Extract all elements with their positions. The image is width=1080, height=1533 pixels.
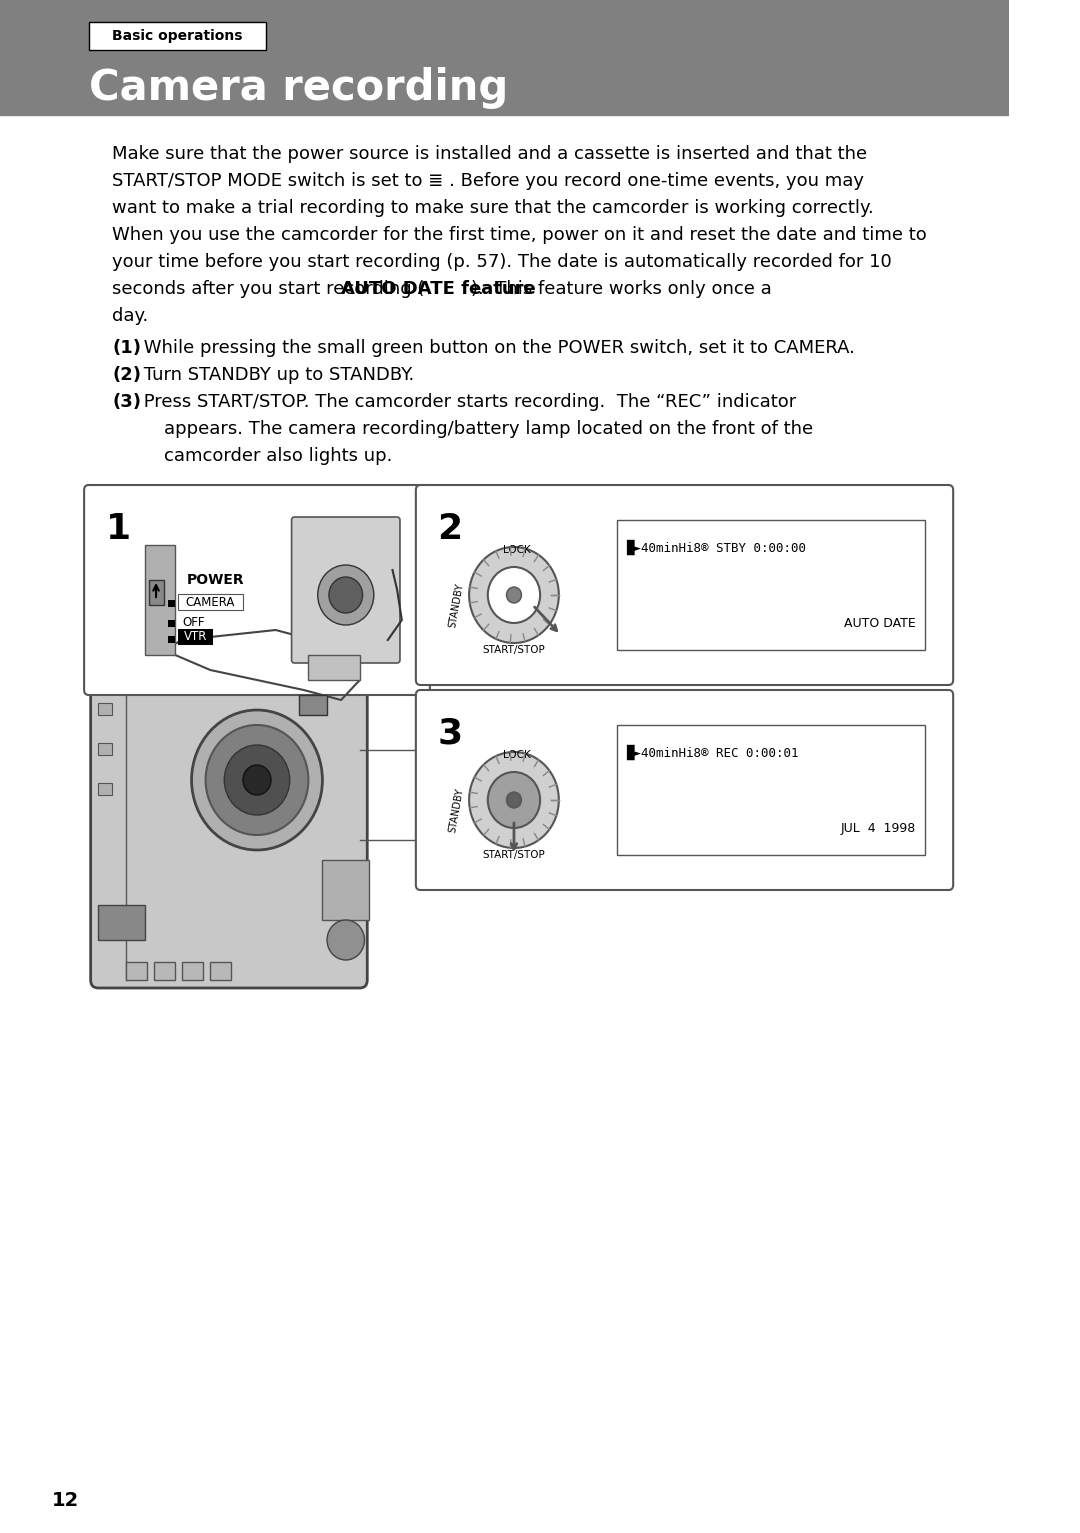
Text: START/STOP MODE switch is set to ≣ . Before you record one-time events, you may: START/STOP MODE switch is set to ≣ . Bef… bbox=[112, 172, 864, 190]
Text: seconds after you start recording (: seconds after you start recording ( bbox=[112, 281, 424, 297]
Bar bbox=[168, 619, 175, 627]
Bar bbox=[168, 636, 175, 642]
Text: START/STOP: START/STOP bbox=[483, 849, 545, 860]
FancyBboxPatch shape bbox=[416, 484, 954, 685]
Text: STANDBY: STANDBY bbox=[448, 583, 465, 629]
Circle shape bbox=[318, 566, 374, 625]
Bar bbox=[89, 21, 267, 51]
Bar bbox=[98, 904, 145, 940]
Circle shape bbox=[507, 587, 522, 602]
Text: When you use the camcorder for the first time, power on it and reset the date an: When you use the camcorder for the first… bbox=[112, 225, 927, 244]
Circle shape bbox=[469, 753, 558, 848]
Text: want to make a trial recording to make sure that the camcorder is working correc: want to make a trial recording to make s… bbox=[112, 199, 874, 218]
Bar bbox=[309, 655, 360, 681]
Bar bbox=[98, 744, 112, 754]
Text: VTR: VTR bbox=[184, 630, 207, 644]
Text: LOCK: LOCK bbox=[503, 750, 530, 760]
Text: Basic operations: Basic operations bbox=[112, 29, 243, 43]
Circle shape bbox=[488, 773, 540, 828]
Text: day.: day. bbox=[112, 307, 148, 325]
Text: Turn STANDBY up to STANDBY.: Turn STANDBY up to STANDBY. bbox=[138, 366, 415, 383]
Bar bbox=[617, 725, 926, 855]
Bar bbox=[154, 963, 175, 980]
Polygon shape bbox=[163, 630, 360, 701]
Bar bbox=[0, 0, 1009, 115]
Text: AUTO DATE feature: AUTO DATE feature bbox=[341, 281, 536, 297]
Text: Press START/STOP. The camcorder starts recording.  The “REC” indicator: Press START/STOP. The camcorder starts r… bbox=[138, 392, 797, 411]
Text: LOCK: LOCK bbox=[503, 546, 530, 555]
Bar bbox=[299, 694, 327, 714]
Text: █►40minHi8® STBY 0:00:00: █►40minHi8® STBY 0:00:00 bbox=[626, 540, 806, 555]
FancyBboxPatch shape bbox=[292, 517, 400, 662]
Bar bbox=[177, 593, 243, 610]
Circle shape bbox=[225, 745, 289, 816]
Text: ).  This feature works only once a: ). This feature works only once a bbox=[471, 281, 772, 297]
Text: (3): (3) bbox=[112, 392, 141, 411]
Text: your time before you start recording (p. 57). The date is automatically recorded: your time before you start recording (p.… bbox=[112, 253, 892, 271]
Text: (1): (1) bbox=[112, 339, 141, 357]
Text: JUL  4  1998: JUL 4 1998 bbox=[840, 822, 916, 835]
Bar bbox=[98, 704, 112, 714]
Circle shape bbox=[243, 765, 271, 796]
Circle shape bbox=[469, 547, 558, 642]
Circle shape bbox=[327, 920, 364, 960]
Text: POWER: POWER bbox=[187, 573, 244, 587]
Circle shape bbox=[205, 725, 309, 835]
Circle shape bbox=[329, 576, 363, 613]
Text: AUTO DATE: AUTO DATE bbox=[845, 616, 916, 630]
Text: 1: 1 bbox=[106, 512, 131, 546]
Text: 3: 3 bbox=[437, 717, 462, 751]
Text: 12: 12 bbox=[52, 1490, 79, 1510]
Bar bbox=[126, 963, 147, 980]
Text: CAMERA: CAMERA bbox=[186, 595, 235, 609]
Text: (2): (2) bbox=[112, 366, 141, 383]
Text: camcorder also lights up.: camcorder also lights up. bbox=[163, 448, 392, 464]
Text: OFF: OFF bbox=[183, 616, 205, 630]
Text: █►40minHi8® REC 0:00:01: █►40minHi8® REC 0:00:01 bbox=[626, 745, 798, 760]
FancyBboxPatch shape bbox=[416, 690, 954, 891]
Circle shape bbox=[191, 710, 323, 849]
Text: While pressing the small green button on the POWER switch, set it to CAMERA.: While pressing the small green button on… bbox=[138, 339, 855, 357]
Bar bbox=[323, 860, 369, 920]
Bar bbox=[211, 963, 231, 980]
Bar bbox=[177, 629, 213, 645]
Bar bbox=[168, 599, 175, 607]
FancyBboxPatch shape bbox=[91, 632, 367, 987]
Text: Make sure that the power source is installed and a cassette is inserted and that: Make sure that the power source is insta… bbox=[112, 146, 867, 162]
Bar bbox=[617, 520, 926, 650]
Text: STANDBY: STANDBY bbox=[448, 786, 465, 832]
FancyBboxPatch shape bbox=[84, 484, 430, 694]
Text: Camera recording: Camera recording bbox=[89, 67, 508, 109]
Text: START/STOP: START/STOP bbox=[483, 645, 545, 655]
Text: 2: 2 bbox=[437, 512, 462, 546]
Circle shape bbox=[488, 567, 540, 622]
Bar bbox=[145, 546, 175, 655]
Circle shape bbox=[507, 793, 522, 808]
Bar bbox=[98, 783, 112, 796]
Bar bbox=[149, 579, 163, 606]
Bar bbox=[183, 963, 203, 980]
Text: appears. The camera recording/battery lamp located on the front of the: appears. The camera recording/battery la… bbox=[163, 420, 812, 438]
